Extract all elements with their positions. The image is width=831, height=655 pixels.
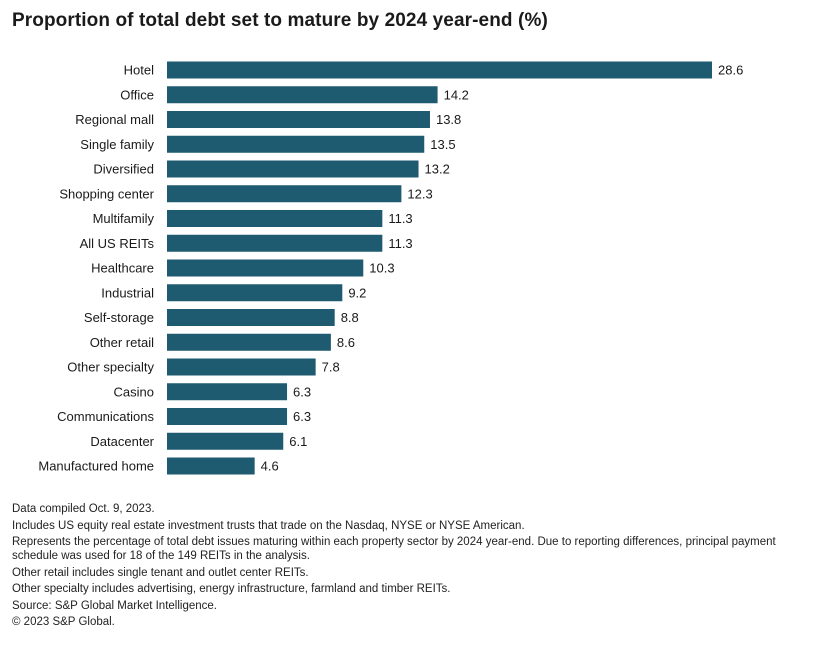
value-label: 8.8 (341, 310, 359, 325)
bar (167, 309, 335, 326)
value-label: 6.3 (293, 409, 311, 424)
category-label: Manufactured home (38, 459, 154, 474)
value-label: 10.3 (369, 261, 394, 276)
value-label: 6.3 (293, 384, 311, 399)
value-label: 14.2 (444, 87, 469, 102)
category-label: Multifamily (93, 211, 155, 226)
bar (167, 160, 419, 178)
bar (167, 185, 402, 203)
value-label: 11.3 (388, 211, 412, 226)
bar (167, 135, 425, 153)
value-label: 13.5 (430, 137, 455, 152)
note-represents: Represents the percentage of total debt … (12, 536, 776, 562)
category-label: Single family (80, 137, 154, 152)
bar (167, 259, 364, 277)
bar (167, 432, 284, 450)
value-label: 8.6 (337, 335, 355, 350)
chart-title: Proportion of total debt set to mature b… (12, 10, 548, 31)
category-label: Other specialty (67, 360, 154, 375)
bar-chart: Hotel 28.6 Office 14.2 Regional mall 13.8 Sing… (38, 61, 743, 475)
value-label: 13.2 (425, 162, 450, 177)
category-label: All US REITs (80, 236, 155, 251)
note-includes: Includes US equity real estate investmen… (12, 519, 525, 532)
bar (167, 86, 438, 104)
value-label: 6.1 (289, 434, 307, 449)
value-label: 7.8 (322, 360, 340, 375)
value-label: 4.6 (261, 459, 279, 474)
bar (167, 457, 255, 475)
bar (167, 284, 343, 302)
category-label: Industrial (101, 285, 154, 300)
category-label: Regional mall (75, 112, 154, 127)
category-label: Datacenter (90, 434, 154, 449)
bar (167, 61, 712, 79)
category-label: Diversified (93, 162, 154, 177)
category-label: Casino (114, 384, 154, 399)
note-copyright: © 2023 S&P Global. (12, 616, 115, 628)
chart-notes: Data compiled Oct. 9, 2023. Includes US … (12, 502, 817, 632)
value-label: 11.3 (388, 236, 412, 251)
bar (167, 210, 383, 227)
category-label: Other retail (90, 335, 154, 350)
bar (167, 358, 316, 376)
note-source: Source: S&P Global Market Intelligence. (12, 599, 217, 612)
category-label: Healthcare (91, 261, 154, 276)
category-label: Shopping center (59, 186, 154, 201)
value-label: 9.2 (348, 285, 366, 300)
bar (167, 383, 288, 401)
bar (167, 111, 430, 128)
note-data-compiled: Data compiled Oct. 9, 2023. (12, 503, 155, 515)
note-other-specialty: Other specialty includes advertising, en… (12, 583, 451, 595)
note-other-retail: Other retail includes single tenant and … (12, 566, 309, 579)
category-label: Self-storage (84, 310, 154, 325)
category-label: Office (120, 87, 154, 102)
value-label: 28.6 (718, 63, 743, 78)
value-label: 13.8 (436, 112, 461, 127)
bar (167, 234, 383, 252)
value-label: 12.3 (407, 186, 432, 201)
category-label: Hotel (124, 63, 154, 78)
category-label: Communications (57, 409, 154, 424)
bar (167, 333, 331, 351)
bar (167, 408, 288, 425)
